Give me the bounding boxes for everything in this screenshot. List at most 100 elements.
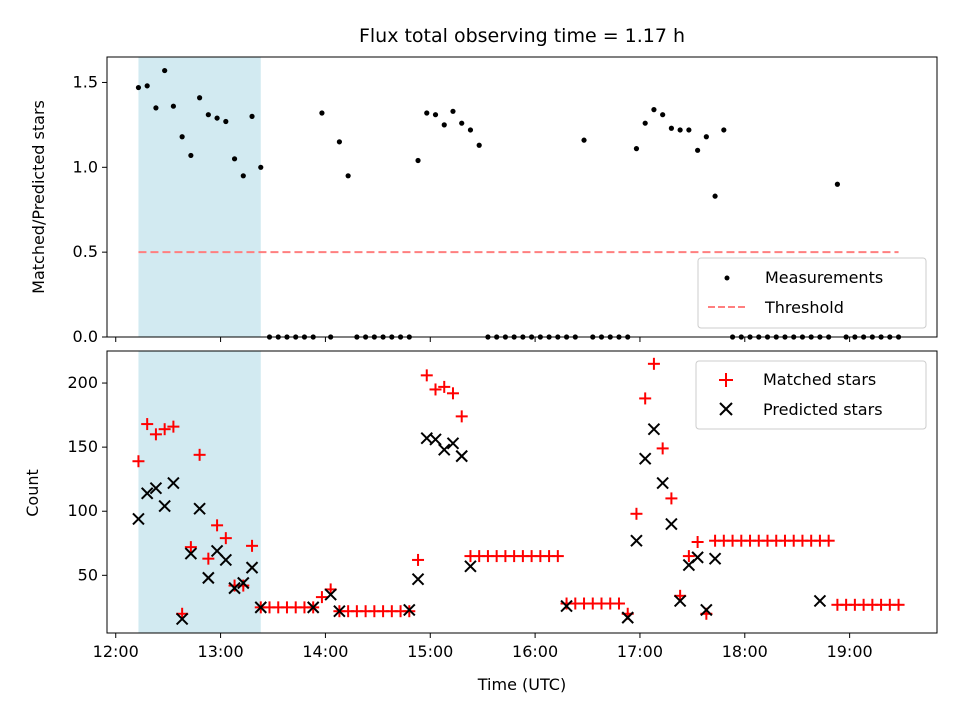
measurement-point — [581, 137, 587, 143]
x-tick-label: 14:00 — [302, 642, 348, 661]
measurement-point — [660, 112, 666, 118]
predicted-star-point — [647, 422, 661, 436]
matched-star-point — [167, 420, 180, 433]
measurement-point — [712, 193, 718, 199]
bottom-y-tick-label: 50 — [78, 565, 98, 584]
predicted-star-point — [132, 512, 145, 526]
x-tick-label: 16:00 — [512, 642, 558, 661]
matched-star-point — [246, 539, 259, 552]
x-axis-title: Time (UTC) — [477, 675, 566, 694]
predicted-star-point — [455, 449, 468, 463]
x-tick-label: 12:00 — [93, 642, 139, 661]
predicted-star-point — [333, 605, 346, 618]
legend-predicted-swatch — [719, 402, 733, 416]
measurement-point — [205, 112, 211, 118]
matched-star-point — [639, 392, 652, 405]
predicted-star-point — [403, 603, 416, 617]
matched-star-point — [211, 519, 224, 532]
matched-star-point — [420, 369, 433, 382]
predicted-star-point — [438, 443, 451, 456]
x-tick-label: 18:00 — [722, 642, 768, 661]
top-highlight-span — [138, 57, 261, 337]
matched-star-point — [682, 550, 695, 563]
measurement-point — [721, 127, 727, 133]
matched-star-point — [630, 507, 643, 520]
predicted-star-point — [656, 476, 669, 490]
measurement-point — [703, 134, 709, 140]
predicted-star-point — [630, 534, 643, 547]
bottom-marks — [132, 357, 905, 626]
matched-star-point — [149, 428, 162, 441]
measurement-point — [834, 181, 841, 187]
measurement-point — [450, 108, 456, 114]
measurement-point — [249, 113, 255, 119]
chart-title: Flux total observing time = 1.17 h — [359, 25, 685, 47]
predicted-star-point — [446, 437, 460, 450]
matched-star-point — [822, 534, 835, 547]
x-tick-label: 17:00 — [617, 642, 663, 661]
predicted-star-point — [167, 476, 180, 490]
predicted-star-point — [411, 572, 425, 586]
legend-threshold-label: Threshold — [764, 298, 844, 317]
predicted-star-point — [306, 601, 320, 614]
bottom-x-ticks: 12:00 13:00 14:00 15:00 16:00 17:00 18:00 19:00 — [93, 633, 873, 661]
predicted-star-point — [219, 553, 233, 567]
predicted-star-point — [691, 551, 704, 564]
matched-star-point — [132, 455, 145, 468]
top-x-ticks — [115, 337, 851, 342]
matched-star-point — [446, 387, 459, 400]
measurement-point — [651, 107, 657, 113]
matched-star-point — [691, 535, 704, 548]
measurement-point — [642, 120, 648, 126]
predicted-star-point — [158, 499, 171, 513]
measurement-point — [231, 156, 238, 162]
matched-star-point — [158, 423, 171, 436]
bottom-y-tick-label: 100 — [67, 501, 98, 520]
matched-star-point — [202, 552, 215, 565]
top-y-tick-label: 0.5 — [73, 242, 98, 261]
top-axes-frame — [106, 56, 938, 338]
legend-predicted-label: Predicted stars — [763, 400, 883, 419]
predicted-star-point — [324, 588, 337, 601]
matched-star-point — [193, 448, 206, 461]
predicted-star-point — [237, 576, 250, 590]
x-tick-label: 13:00 — [198, 642, 244, 661]
top-legend-box — [697, 257, 927, 329]
bottom-panel: 50 100 150 200 12:00 13:00 14:00 15:00 16:00 17:… — [23, 350, 938, 694]
measurement-point — [467, 127, 474, 133]
matched-star-point — [665, 492, 678, 505]
measurement-point — [319, 110, 325, 116]
measurement-point — [135, 84, 142, 91]
predicted-star-point — [665, 517, 678, 531]
matched-star-point — [551, 550, 564, 563]
bottom-legend-box — [695, 360, 927, 430]
predicted-star-point — [429, 433, 442, 446]
measurement-point — [476, 142, 482, 148]
predicted-star-point — [193, 502, 206, 515]
measurement-point — [153, 105, 159, 111]
matched-star-point — [429, 383, 442, 396]
top-y-axis-title: Matched/Predicted stars — [29, 100, 48, 294]
measurement-point — [162, 67, 168, 74]
bottom-y-tick-label: 150 — [67, 437, 98, 456]
bottom-axes-frame — [106, 350, 938, 634]
predicted-star-point — [638, 452, 652, 465]
matched-star-point — [438, 380, 451, 393]
measurement-point — [170, 103, 176, 109]
predicted-star-point — [228, 581, 241, 595]
predicted-star-point — [464, 560, 477, 573]
predicted-star-point — [175, 612, 189, 626]
legend-matched-swatch — [719, 373, 733, 387]
measurement-point — [441, 122, 447, 128]
matched-star-point — [656, 442, 669, 455]
measurement-point — [223, 118, 229, 125]
predicted-star-point — [673, 594, 687, 608]
predicted-star-point — [560, 599, 573, 613]
matched-star-point — [612, 597, 625, 610]
measurement-point — [686, 127, 692, 133]
predicted-star-point — [254, 601, 267, 614]
predicted-star-point — [813, 594, 827, 608]
measurement-point — [424, 110, 430, 116]
predicted-star-point — [700, 603, 713, 617]
